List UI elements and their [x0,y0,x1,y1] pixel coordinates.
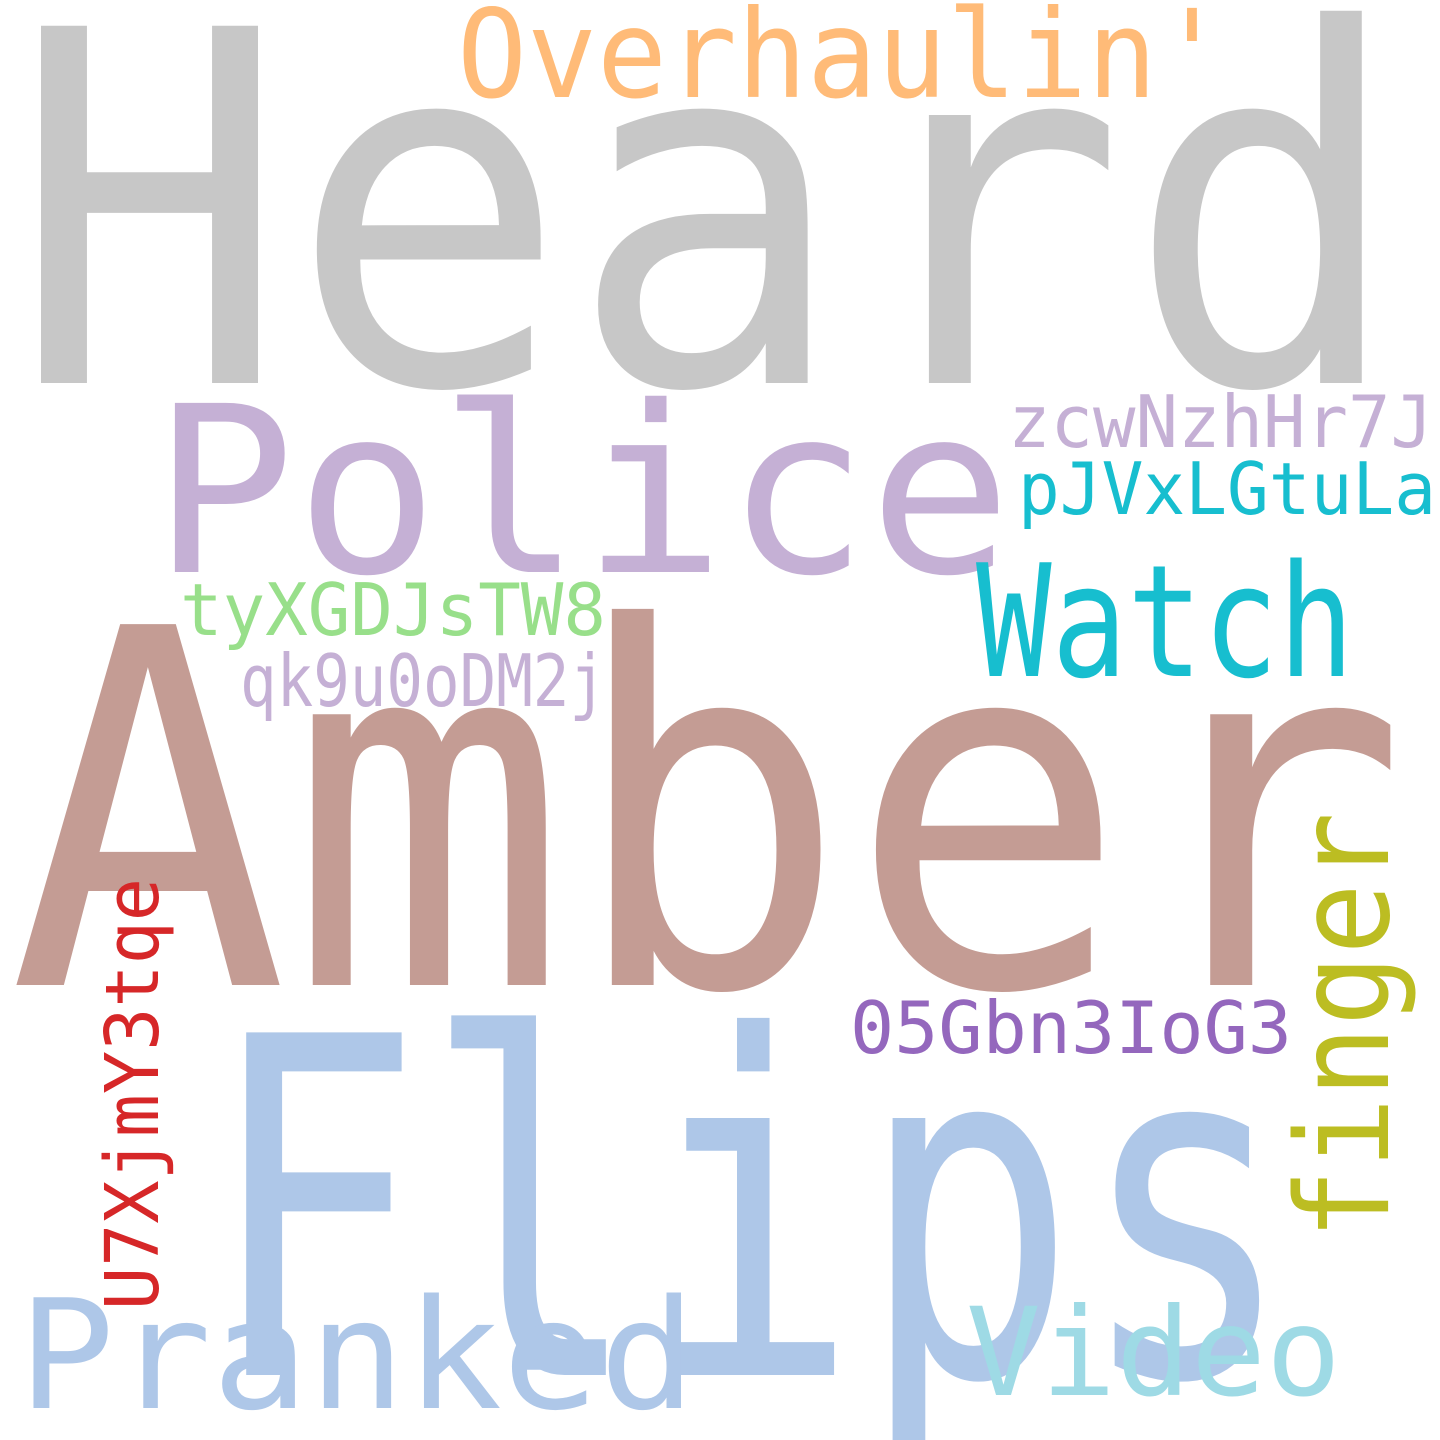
word-flips: Flips [205,939,1295,1440]
word-heard: Heard [10,0,1405,499]
word-qk9u0odm2j: qk9u0oDM2j [240,639,606,723]
word-finger: finger [1270,812,1419,1240]
word-watch: Watch [976,531,1354,713]
word-05gbn3iog3: 05Gbn3IoG3 [850,986,1292,1070]
word-tyxgdjstw8: tyXGDJsTW8 [180,568,606,652]
word-overhaulin: Overhaulin' [457,0,1227,126]
word-police: Police [152,357,1012,627]
word-pjvxlgtula: pJVxLGtuLa [1018,447,1436,531]
word-u7xjmy3tqe: U7XjmY3tqe [90,878,176,1310]
word-amber: Amber [8,526,1408,1102]
word-video: Video [966,1282,1341,1424]
word-zcwnzhhr7j: zcwNzhHr7J [1008,380,1433,464]
word-pranked: Pranked [18,1267,696,1440]
